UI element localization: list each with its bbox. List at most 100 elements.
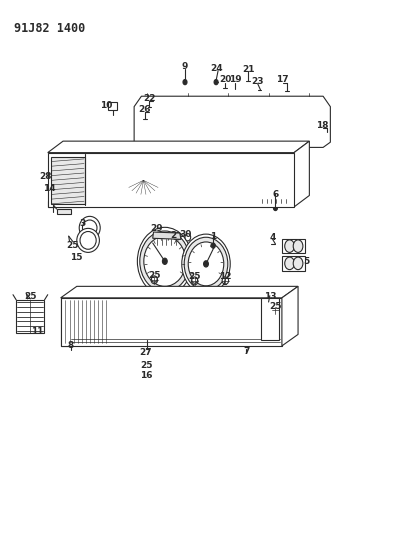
Ellipse shape: [188, 242, 224, 286]
Ellipse shape: [99, 305, 157, 338]
Ellipse shape: [285, 240, 295, 253]
Ellipse shape: [274, 205, 277, 211]
Text: 4: 4: [269, 233, 276, 243]
Ellipse shape: [184, 237, 228, 290]
Ellipse shape: [146, 335, 149, 338]
Text: 91J82 1400: 91J82 1400: [14, 22, 85, 35]
Text: 3: 3: [80, 219, 86, 228]
Text: 26: 26: [138, 106, 151, 114]
Ellipse shape: [150, 306, 198, 337]
Polygon shape: [260, 298, 279, 340]
Ellipse shape: [285, 257, 295, 270]
Ellipse shape: [262, 304, 277, 333]
Text: 22: 22: [143, 94, 156, 103]
Ellipse shape: [166, 166, 202, 198]
Ellipse shape: [96, 302, 161, 342]
Text: 13: 13: [265, 292, 277, 301]
Bar: [282, 239, 305, 254]
Text: 23: 23: [251, 77, 264, 86]
Polygon shape: [294, 141, 309, 207]
Ellipse shape: [202, 300, 218, 315]
Text: 10: 10: [100, 101, 112, 110]
Ellipse shape: [185, 233, 191, 241]
Ellipse shape: [192, 278, 198, 285]
Ellipse shape: [220, 175, 231, 188]
Polygon shape: [51, 157, 85, 204]
Text: 21: 21: [242, 64, 255, 74]
Text: 2: 2: [170, 231, 176, 240]
Polygon shape: [61, 298, 282, 346]
Text: 7: 7: [243, 346, 250, 356]
Ellipse shape: [140, 231, 190, 292]
Text: 14: 14: [43, 184, 56, 192]
Ellipse shape: [152, 276, 157, 282]
Ellipse shape: [145, 333, 150, 340]
Ellipse shape: [192, 277, 197, 283]
Bar: [48, 201, 82, 207]
Ellipse shape: [293, 240, 303, 253]
Ellipse shape: [182, 234, 230, 294]
Text: 25: 25: [24, 292, 37, 301]
Text: 28: 28: [39, 172, 52, 181]
Ellipse shape: [204, 261, 208, 267]
Bar: [259, 175, 288, 199]
Polygon shape: [282, 286, 298, 346]
Ellipse shape: [214, 79, 218, 85]
Ellipse shape: [124, 164, 163, 197]
Text: 25: 25: [148, 271, 161, 280]
Ellipse shape: [120, 159, 167, 201]
Ellipse shape: [77, 228, 99, 253]
Polygon shape: [48, 152, 294, 207]
Ellipse shape: [80, 231, 96, 249]
Polygon shape: [48, 141, 309, 152]
Text: 6: 6: [272, 190, 279, 199]
Polygon shape: [134, 96, 330, 148]
Ellipse shape: [144, 236, 186, 286]
Text: 25: 25: [140, 361, 152, 370]
Text: 9: 9: [182, 62, 188, 71]
Text: 15: 15: [70, 253, 82, 262]
Text: 19: 19: [229, 75, 241, 84]
Ellipse shape: [222, 277, 229, 284]
Text: 25: 25: [269, 302, 282, 311]
Ellipse shape: [143, 115, 147, 119]
Text: 20: 20: [219, 75, 232, 84]
Bar: [61, 298, 70, 346]
Text: 5: 5: [303, 257, 309, 266]
Ellipse shape: [211, 243, 215, 248]
Text: 1: 1: [210, 232, 216, 241]
Ellipse shape: [183, 79, 187, 85]
Text: 18: 18: [316, 121, 328, 130]
Ellipse shape: [237, 175, 249, 188]
Text: 8: 8: [68, 342, 74, 350]
Text: 29: 29: [150, 224, 163, 233]
Bar: [291, 124, 313, 131]
Ellipse shape: [146, 303, 201, 341]
Bar: [240, 316, 257, 334]
Bar: [220, 316, 237, 334]
Text: 30: 30: [180, 230, 192, 239]
Ellipse shape: [272, 306, 279, 314]
Ellipse shape: [175, 232, 181, 240]
Text: 25: 25: [188, 272, 201, 281]
Bar: [282, 256, 305, 271]
Polygon shape: [61, 286, 298, 298]
Bar: [294, 108, 302, 117]
Ellipse shape: [79, 216, 100, 239]
Ellipse shape: [229, 175, 240, 188]
Ellipse shape: [293, 257, 303, 270]
Ellipse shape: [162, 162, 206, 201]
Text: 27: 27: [139, 348, 152, 357]
Text: 24: 24: [210, 63, 222, 72]
Bar: [108, 102, 117, 110]
Ellipse shape: [246, 175, 258, 188]
Polygon shape: [153, 232, 181, 239]
Polygon shape: [56, 209, 71, 214]
Ellipse shape: [82, 220, 97, 236]
Polygon shape: [16, 300, 44, 333]
Text: 11: 11: [31, 327, 44, 336]
Text: 16: 16: [140, 370, 152, 379]
Ellipse shape: [137, 228, 192, 295]
Ellipse shape: [162, 258, 167, 264]
Text: 17: 17: [276, 75, 289, 84]
